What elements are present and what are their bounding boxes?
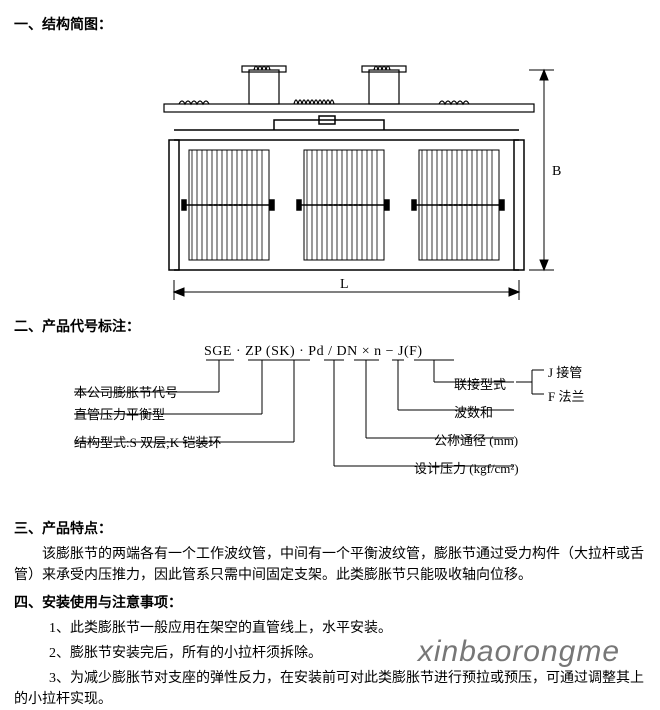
install-text: 1、此类膨胀节一般应用在架空的直管线上，水平安装。 2、膨胀节安装完后，所有的小… xyxy=(14,618,646,710)
code-notation-diagram: SGE · ZP (SK) · Pd / DN × n − J(F) xyxy=(14,342,646,512)
right-label-4: 设计压力 (kgf/cm²) xyxy=(414,458,519,477)
section-3-title: 三、产品特点： xyxy=(14,518,646,538)
dim-label-l: L xyxy=(340,277,349,292)
features-p1: 该膨胀节的两端各有一个工作波纹管，中间有一个平衡波纹管，膨胀节通过受力构件（大拉… xyxy=(14,544,646,586)
left-label-2: 直管压力平衡型 xyxy=(74,404,165,423)
right-label-3: 公称通径 (mm) xyxy=(434,430,518,449)
install-2: 2、膨胀节安装完后，所有的小拉杆须拆除。 xyxy=(14,643,646,664)
left-label-3: 结构型式:S 双层;K 铠装环 xyxy=(74,432,221,451)
right-label-1b: F 法兰 xyxy=(548,386,584,405)
section-1-title: 一、结构简图： xyxy=(14,14,646,34)
right-label-1a: J 接管 xyxy=(548,362,582,381)
right-label-2: 波数和 xyxy=(454,402,493,421)
structural-diagram: B L xyxy=(14,40,646,310)
dim-label-b: B xyxy=(552,164,561,179)
install-1: 1、此类膨胀节一般应用在架空的直管线上，水平安装。 xyxy=(14,618,646,639)
left-label-1: 本公司膨胀节代号 xyxy=(74,382,178,401)
section-2-title: 二、产品代号标注： xyxy=(14,316,646,336)
right-label-1: 联接型式 xyxy=(454,374,506,393)
install-3: 3、为减少膨胀节对支座的弹性反力，在安装前可对此类膨胀节进行预拉或预压，可通过调… xyxy=(14,668,646,710)
section-4-title: 四、安装使用与注意事项： xyxy=(14,592,646,612)
features-text: 该膨胀节的两端各有一个工作波纹管，中间有一个平衡波纹管，膨胀节通过受力构件（大拉… xyxy=(14,544,646,586)
